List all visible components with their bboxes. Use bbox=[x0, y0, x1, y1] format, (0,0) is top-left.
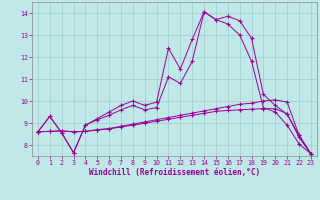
X-axis label: Windchill (Refroidissement éolien,°C): Windchill (Refroidissement éolien,°C) bbox=[89, 168, 260, 177]
